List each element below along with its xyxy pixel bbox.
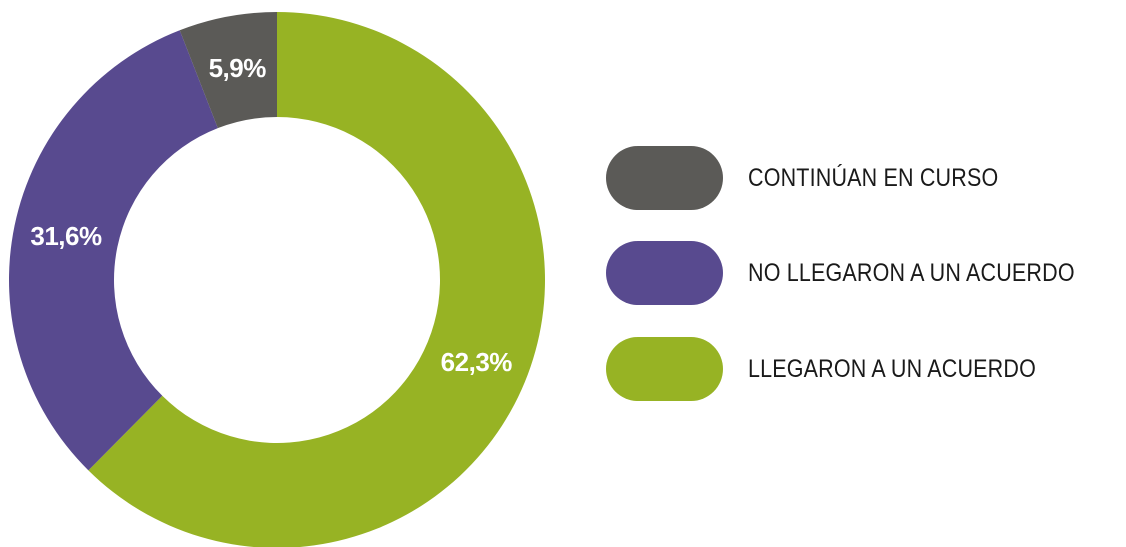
legend-label-llegaron-a-un-acuerdo: LLEGARON A UN ACUERDO (748, 355, 1036, 383)
legend-label-continuan-en-curso: CONTINÚAN EN CURSO (748, 164, 999, 192)
slice-label-llegaron-a-un-acuerdo: 62,3% (441, 347, 513, 377)
donut-labels: 62,3% 31,6% 5,9% (30, 53, 512, 377)
slice-label-no-llegaron-a-un-acuerdo: 31,6% (30, 221, 102, 251)
legend-item-no-llegaron-a-un-acuerdo: NO LLEGARON A UN ACUERDO (606, 241, 1121, 305)
slice-no-llegaron-a-un-acuerdo (9, 30, 218, 471)
legend-swatch-continuan-en-curso (606, 146, 723, 210)
slice-continuan-en-curso (179, 12, 277, 129)
legend-item-llegaron-a-un-acuerdo: LLEGARON A UN ACUERDO (606, 337, 1121, 401)
legend-swatch-no-llegaron-a-un-acuerdo (606, 241, 723, 305)
legend-label-no-llegaron-a-un-acuerdo: NO LLEGARON A UN ACUERDO (748, 259, 1075, 287)
slice-label-continuan-en-curso: 5,9% (209, 53, 267, 83)
slice-llegaron-a-un-acuerdo (88, 12, 545, 547)
legend-item-continuan-en-curso: CONTINÚAN EN CURSO (606, 146, 1121, 210)
legend-swatch-llegaron-a-un-acuerdo (606, 337, 723, 401)
donut-chart: 62,3% 31,6% 5,9% (9, 12, 545, 547)
donut-slices (9, 12, 545, 547)
